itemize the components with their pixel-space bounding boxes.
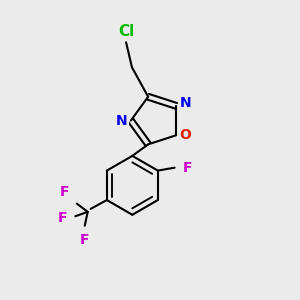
Text: N: N <box>180 97 191 110</box>
Text: Cl: Cl <box>118 24 134 39</box>
Text: N: N <box>116 114 127 128</box>
Text: F: F <box>60 185 69 199</box>
Text: F: F <box>58 211 68 225</box>
Text: O: O <box>180 128 191 142</box>
Text: F: F <box>182 161 192 175</box>
Text: F: F <box>80 233 89 247</box>
